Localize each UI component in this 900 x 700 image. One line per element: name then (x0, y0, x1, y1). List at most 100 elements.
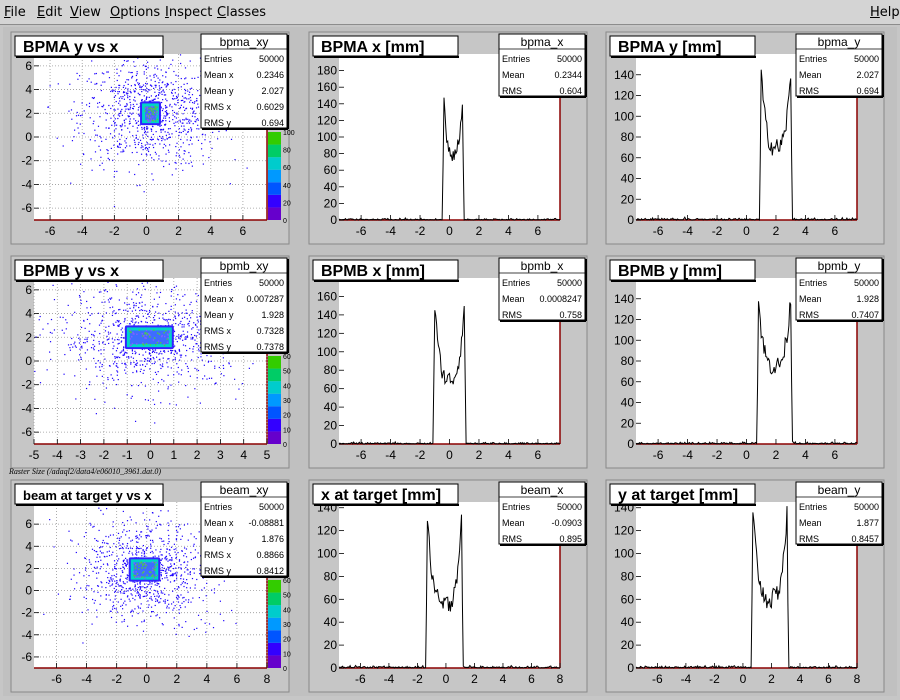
scatter-point (125, 366, 127, 368)
scatter-point (147, 606, 149, 608)
scatter-point (159, 358, 161, 360)
scatter-point (146, 83, 148, 85)
scatter-point (163, 117, 165, 119)
scatter-point (154, 311, 157, 313)
menu-classes[interactable]: Classes (217, 5, 266, 20)
scatter-point (135, 294, 137, 296)
scatter-point (167, 366, 169, 368)
scatter-point (118, 115, 121, 117)
y-tick-label: 20 (324, 196, 338, 210)
scatter-point (175, 130, 177, 132)
scatter-point (192, 112, 194, 114)
scatter-point (70, 109, 73, 111)
scatter-point (140, 381, 142, 384)
core-speck (141, 572, 144, 574)
scatter-point (119, 567, 121, 570)
menu-help[interactable]: Help (870, 5, 900, 20)
scatter-point (160, 559, 162, 561)
menu-options[interactable]: Options (110, 5, 161, 20)
scatter-point (128, 588, 130, 590)
scatter-point (168, 524, 170, 527)
scatter-point (115, 383, 118, 386)
scatter-point (124, 557, 127, 559)
scatter-point (102, 104, 105, 106)
scatter-point (114, 591, 116, 593)
scatter-point (120, 151, 122, 153)
scatter-point (165, 556, 167, 558)
scatter-point (157, 68, 159, 70)
scatter-point (113, 407, 116, 409)
menu-view[interactable]: View (70, 5, 101, 20)
scatter-point (181, 334, 183, 336)
scatter-point (129, 90, 131, 92)
scatter-point (193, 543, 195, 545)
y-tick-label: 0 (25, 354, 32, 368)
scatter-point (143, 285, 145, 287)
scatter-point (79, 348, 81, 350)
scatter-point (121, 614, 123, 617)
scatter-point (119, 580, 121, 582)
scatter-point (76, 111, 78, 114)
scatter-point (115, 321, 117, 323)
scatter-point (208, 156, 210, 159)
scatter-point (156, 292, 158, 294)
scatter-point (192, 348, 194, 350)
scatter-point (151, 599, 153, 601)
y-tick-label: 40 (324, 400, 338, 414)
scatter-point (160, 538, 163, 540)
scatter-point (208, 360, 210, 362)
scatter-point (149, 154, 151, 156)
menu-inspect[interactable]: Inspect (165, 5, 213, 20)
stats-name: beam_x (521, 483, 564, 497)
scatter-point (157, 303, 159, 305)
stats-name: beam_xy (220, 483, 269, 497)
core-speck (147, 114, 149, 117)
x-tick-label: 6 (234, 672, 241, 686)
scatter-point (113, 379, 115, 381)
scatter-point (79, 123, 81, 125)
scatter-point (134, 100, 136, 102)
core-speck (151, 113, 154, 115)
y-tick-label: -6 (21, 201, 32, 215)
scatter-point (155, 86, 157, 88)
scatter-point (46, 369, 48, 371)
scatter-point (162, 120, 164, 122)
scatter-point (165, 570, 167, 572)
scatter-point (178, 559, 181, 561)
scatter-point (114, 563, 116, 566)
scatter-point (200, 353, 202, 355)
root-canvas[interactable]: -6 -4 -2 0 2 4 6 -6 -4 -2 0 2 4 6 0 20 40 60 80 100 BPMA y v… (3, 27, 897, 696)
scatter-point (131, 609, 133, 611)
palette-swatch (268, 406, 281, 419)
pad-bpmb-xy: -5 -4 -3 -2 -1 0 1 2 3 4 5-6-4-202460102030405060B… (10, 255, 291, 469)
scatter-point (151, 550, 153, 553)
scatter-point (223, 375, 225, 377)
scatter-point (161, 81, 163, 84)
menu-edit[interactable]: Edit (37, 5, 63, 20)
menu-file[interactable]: File (4, 5, 26, 20)
scatter-point (228, 363, 230, 365)
scatter-point (149, 349, 151, 351)
scatter-point (123, 354, 125, 356)
pad-title: x at target [mm] (321, 487, 441, 504)
scatter-point (184, 606, 186, 608)
scatter-point (137, 138, 139, 140)
scatter-point (128, 123, 131, 125)
scatter-point (90, 347, 93, 349)
scatter-point (195, 335, 197, 337)
core-speck (156, 110, 158, 112)
scatter-point (162, 99, 164, 101)
scatter-point (112, 569, 114, 571)
palette-tick-label: 40 (283, 383, 291, 390)
scatter-point (117, 91, 119, 93)
scatter-point (187, 323, 189, 325)
scatter-point (126, 145, 128, 147)
scatter-point (107, 331, 110, 333)
core-speck (137, 568, 140, 571)
core-speck (145, 334, 148, 337)
scatter-point (187, 569, 189, 571)
scatter-point (174, 125, 176, 127)
scatter-point (137, 591, 139, 593)
scatter-point (195, 100, 198, 102)
x-tick-label: 2 (194, 448, 201, 462)
